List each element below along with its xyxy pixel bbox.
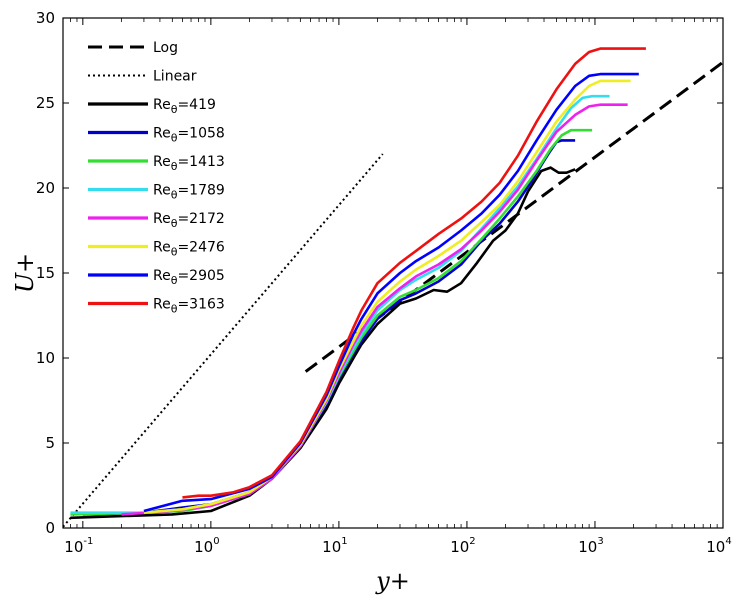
data-lines	[63, 47, 723, 528]
legend-label-linear: Linear	[153, 69, 197, 85]
legend-label-series-5: Reθ=2172	[153, 211, 225, 230]
legend-label-series-7: Reθ=2905	[153, 268, 225, 287]
y-tick-label: 5	[45, 434, 55, 452]
x-tick-label: 102	[450, 536, 475, 556]
x-tick-label: 10-1	[64, 536, 93, 556]
axis-ticks	[62, 17, 724, 529]
x-tick-label: 100	[194, 536, 219, 556]
reference-line-linear	[63, 153, 384, 528]
legend-label-series-1: Reθ=419	[153, 97, 216, 116]
y-tick-label: 25	[36, 94, 55, 112]
legend-label-series-8: Reθ=3163	[153, 297, 225, 316]
x-axis-title: y+	[375, 567, 410, 595]
x-tick-label: 101	[322, 536, 347, 556]
series-line-8	[182, 47, 646, 499]
y-tick-label: 15	[36, 264, 55, 282]
x-tick-label: 104	[706, 536, 731, 556]
y-tick-label: 30	[36, 9, 55, 27]
legend-label-series-4: Reθ=1789	[153, 183, 225, 202]
y-tick-label: 0	[45, 519, 55, 537]
tick-labels: 0 5 10 15 20 25 30 10-1 100 101 102 103 104	[36, 9, 732, 556]
y-tick-label: 20	[36, 179, 55, 197]
legend-label-log: Log	[153, 40, 178, 56]
y-tick-label: 10	[36, 349, 55, 367]
legend-label-series-2: Reθ=1058	[153, 126, 225, 145]
legend-label-series-6: Reθ=2476	[153, 240, 225, 259]
x-tick-label: 103	[578, 536, 603, 556]
y-axis-title: U+	[11, 253, 39, 293]
legend-label-series-3: Reθ=1413	[153, 154, 225, 173]
legend: Log Linear Reθ=419 Reθ=1058 Reθ=1413 Reθ=1789…	[88, 40, 225, 316]
plot-area	[62, 17, 724, 529]
